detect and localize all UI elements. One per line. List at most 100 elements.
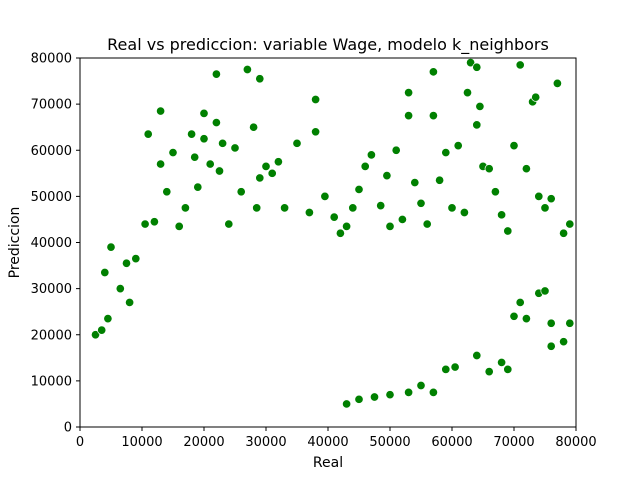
data-point [453,141,463,151]
data-point [497,210,507,220]
data-point [534,191,544,201]
data-point [360,161,370,171]
data-point [90,330,101,340]
data-point [546,318,556,328]
data-point [484,164,494,174]
data-point [376,201,386,211]
data-point [156,106,166,116]
data-point [193,182,203,192]
x-tick-label: 0 [76,435,84,450]
data-point [329,212,339,222]
data-point [441,364,451,374]
data-point [410,177,420,188]
data-point [472,120,482,130]
data-point [304,207,314,218]
data-point [428,387,438,397]
data-point [559,337,569,347]
data-point [267,168,277,178]
data-point [199,134,209,144]
data-point [509,141,519,151]
data-point [261,161,271,171]
data-point [320,191,330,201]
data-point [140,219,150,229]
data-point [218,138,228,148]
data-point [509,311,519,321]
data-point [255,173,265,183]
x-tick-label: 10000 [121,435,162,450]
data-point [428,67,438,77]
data-point [103,314,113,324]
data-point [497,357,507,367]
data-point [428,111,438,121]
data-point [115,284,125,294]
data-point [404,88,414,98]
data-point [397,214,407,224]
data-point [540,203,550,213]
data-point [515,297,525,308]
data-point [311,94,321,105]
data-point [515,60,525,70]
data-point [106,242,116,252]
data-point [143,129,153,139]
data-point [472,350,482,361]
y-axis-label: Prediccion [7,207,23,279]
y-tick-label: 40000 [31,236,72,251]
data-point [416,198,426,208]
data-point [100,267,110,278]
data-point [224,219,234,229]
data-point [552,78,562,88]
x-axis-label: Real [313,455,343,471]
data-point [97,325,107,335]
data-point [450,362,460,372]
data-point [472,62,482,72]
data-point [422,219,432,229]
data-point [230,143,240,153]
data-point [382,171,392,181]
data-point [187,129,197,139]
x-tick-label: 80000 [555,435,596,450]
data-point [475,101,485,111]
x-tick-label: 20000 [183,435,224,450]
data-point [565,219,575,229]
y-tick-label: 60000 [31,144,72,159]
data-point [354,394,364,404]
y-tick-label: 80000 [31,52,72,67]
data-point [342,221,352,231]
data-point [385,221,395,231]
data-point [391,145,401,155]
y-tick-label: 10000 [31,374,72,389]
data-point [546,341,556,351]
data-point [531,92,541,102]
data-point [174,221,184,231]
data-point [459,207,469,218]
data-point [404,111,414,121]
data-point [236,187,246,197]
y-axis: 0 10000 20000 30000 40000 50000 60000 70000 8000… [31,52,80,436]
data-point [366,150,376,160]
x-tick-label: 70000 [493,435,534,450]
data-point [156,159,166,169]
data-point [149,217,159,227]
data-point [121,258,132,268]
data-point [484,367,494,377]
data-point [503,364,513,374]
data-point [249,122,259,132]
data-point [490,187,500,197]
data-point [447,203,457,213]
data-point [462,88,473,98]
data-point [168,148,178,158]
x-tick-label: 30000 [245,435,286,450]
data-point [273,157,283,167]
data-point [255,74,265,84]
data-point [503,226,513,236]
data-point [335,228,345,238]
data-points [90,58,575,409]
data-point [211,69,221,79]
y-tick-label: 20000 [31,328,72,343]
data-point [311,127,321,137]
data-point [565,318,575,328]
data-point [521,314,531,324]
data-point [404,387,414,397]
